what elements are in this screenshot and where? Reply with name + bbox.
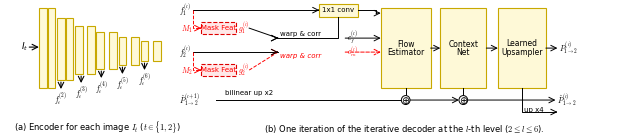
Bar (201, 64, 236, 76)
Bar (39, 8, 47, 88)
Bar (57, 18, 65, 80)
Text: $f_t^{(2)}$: $f_t^{(2)}$ (54, 91, 67, 107)
Text: $f_2^{(l)}$: $f_2^{(l)}$ (179, 44, 191, 60)
Bar (76, 26, 83, 74)
Circle shape (459, 95, 468, 105)
Bar (319, 4, 358, 17)
Text: $P_{1\rightarrow2}^{(l)}$: $P_{1\rightarrow2}^{(l)}$ (559, 40, 579, 56)
Text: $f_t^{(3)}$: $f_t^{(3)}$ (74, 85, 88, 101)
Text: bilinear up x2: bilinear up x2 (225, 90, 273, 96)
Text: $f_t^{(4)}$: $f_t^{(4)}$ (95, 80, 108, 96)
Text: $g_1^{(l)}$: $g_1^{(l)}$ (237, 20, 249, 36)
Text: Estimator: Estimator (387, 48, 424, 57)
Text: $\oplus$: $\oplus$ (401, 95, 410, 106)
Bar (498, 8, 546, 88)
Text: $\hat{P}_{1\rightarrow2}^{(l+1)}$: $\hat{P}_{1\rightarrow2}^{(l+1)}$ (179, 92, 200, 108)
Bar (97, 32, 104, 69)
Text: 1x1 conv: 1x1 conv (323, 7, 355, 13)
Text: $f_t^{(6)}$: $f_t^{(6)}$ (138, 72, 151, 88)
Text: Flow: Flow (397, 40, 415, 49)
Text: up x4: up x4 (524, 107, 543, 113)
Bar (66, 18, 74, 80)
Text: Net: Net (456, 48, 470, 57)
Bar (131, 37, 139, 65)
Text: $\oplus$: $\oplus$ (459, 95, 468, 106)
Bar (109, 32, 116, 69)
Text: warp & corr: warp & corr (280, 31, 321, 37)
Bar (47, 8, 55, 88)
Text: (b) One iteration of the iterative decoder at the $l$-th level ($2 \leq l \leq 6: (b) One iteration of the iterative decod… (264, 123, 545, 135)
Text: $f_t^{(5)}$: $f_t^{(5)}$ (116, 76, 129, 92)
Text: Mask Feat: Mask Feat (201, 25, 236, 31)
Text: $I_t$: $I_t$ (21, 41, 28, 53)
Bar (440, 8, 486, 88)
Text: Mask Feat: Mask Feat (201, 67, 236, 73)
Text: $c_m^{(l)}$: $c_m^{(l)}$ (347, 45, 358, 59)
Text: Learned: Learned (506, 39, 538, 48)
Bar (201, 22, 236, 34)
Text: (a) Encoder for each image $I_t$ ($t \in \{1, 2\}$): (a) Encoder for each image $I_t$ ($t \in… (14, 119, 181, 135)
Text: Upsampler: Upsampler (501, 48, 543, 57)
Bar (87, 26, 95, 74)
Bar (381, 8, 431, 88)
Text: $f_1^{(l)}$: $f_1^{(l)}$ (179, 2, 191, 18)
Text: warp & corr: warp & corr (280, 53, 321, 59)
Bar (153, 41, 161, 61)
Text: $c_f^{(l)}$: $c_f^{(l)}$ (347, 30, 358, 46)
Text: $g_2^{(l)}$: $g_2^{(l)}$ (237, 62, 249, 78)
Text: $M_2$: $M_2$ (181, 65, 193, 77)
Circle shape (401, 95, 410, 105)
Text: Context: Context (448, 40, 478, 49)
Text: $\hat{P}_{1\rightarrow2}^{(l)}$: $\hat{P}_{1\rightarrow2}^{(l)}$ (557, 92, 577, 108)
Bar (141, 41, 148, 61)
Text: $M_1$: $M_1$ (181, 23, 193, 35)
Bar (118, 37, 126, 65)
